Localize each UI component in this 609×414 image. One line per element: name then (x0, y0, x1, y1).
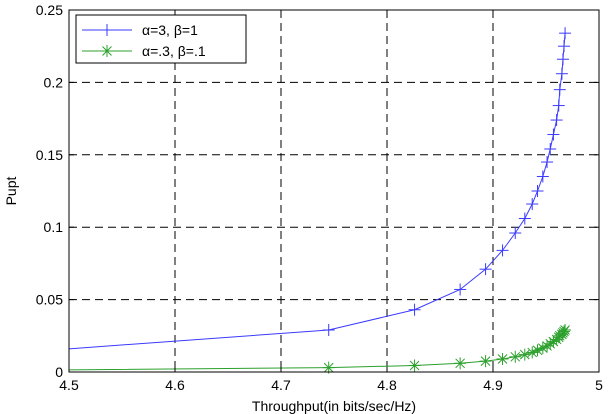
legend-box (75, 14, 247, 64)
x-tick-labels: 4.5 4.6 4.7 4.8 4.9 5 (59, 377, 603, 393)
series-2 (68, 324, 572, 374)
data-point (454, 357, 467, 370)
x-tick-label: 4.6 (165, 377, 185, 393)
series-layer (68, 27, 572, 374)
data-point (556, 53, 569, 66)
data-point (509, 350, 522, 363)
legend-marker (101, 24, 113, 36)
legend-item: α=3, β=1 (82, 22, 198, 38)
legend-label: α=3, β=1 (142, 22, 198, 38)
data-point (526, 346, 539, 359)
data-point (536, 342, 549, 355)
data-point (547, 128, 560, 141)
data-point (479, 263, 492, 276)
data-point (559, 324, 572, 337)
legend-item: α=.3, β=.1 (82, 43, 206, 59)
plot-area (69, 10, 599, 372)
data-point (454, 283, 467, 296)
data-point (555, 67, 568, 80)
x-tick-label: 4.7 (271, 377, 291, 393)
data-point (518, 348, 531, 361)
x-axis-label: Throughput(in bits/sec/Hz) (252, 398, 416, 414)
y-tick-label: 0.1 (44, 219, 64, 235)
data-point (558, 40, 571, 53)
x-tick-label: 5 (595, 377, 603, 393)
y-axis-label: Pupt (3, 176, 19, 205)
y-tick-labels: 0 0.05 0.1 0.15 0.2 0.25 (36, 2, 63, 380)
series-1 (68, 27, 572, 350)
data-point (322, 324, 335, 337)
data-point (544, 143, 557, 156)
data-point (518, 212, 531, 225)
data-point (479, 355, 492, 368)
data-point (408, 303, 421, 316)
data-point (531, 185, 544, 197)
data-point (553, 83, 566, 96)
data-point (559, 27, 572, 40)
grid (69, 10, 599, 372)
ticks (68, 9, 600, 373)
data-point (496, 244, 509, 257)
data-point (541, 156, 554, 169)
x-tick-label: 4.5 (59, 377, 79, 393)
data-point (550, 114, 563, 127)
data-point (408, 359, 421, 372)
plot-frame (68, 9, 600, 373)
data-point (552, 99, 565, 112)
data-point (536, 170, 549, 183)
data-point (496, 352, 509, 365)
legend: α=3, β=1 α=.3, β=.1 (75, 14, 247, 64)
y-tick-label: 0.05 (36, 292, 63, 308)
data-point (509, 226, 522, 239)
y-tick-label: 0 (55, 364, 63, 380)
legend-marker (101, 45, 113, 57)
x-tick-label: 4.9 (483, 377, 503, 393)
x-tick-label: 4.8 (377, 377, 397, 393)
y-tick-label: 0.25 (36, 2, 63, 18)
legend-label: α=.3, β=.1 (142, 43, 206, 59)
data-point (526, 198, 539, 211)
y-tick-label: 0.15 (36, 147, 63, 163)
y-tick-label: 0.2 (44, 74, 64, 90)
data-point (531, 344, 544, 357)
